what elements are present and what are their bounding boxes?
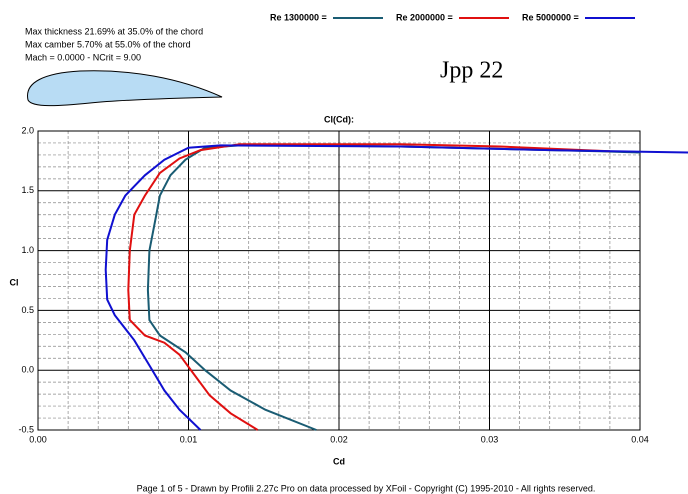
plot-border bbox=[37, 130, 641, 431]
y-tick-label: 2.0 bbox=[21, 125, 34, 135]
series-line bbox=[146, 144, 641, 431]
legend-label: Re 2000000 = bbox=[396, 12, 453, 22]
legend-label: Re 5000000 = bbox=[522, 12, 579, 22]
y-tick-label: 0.5 bbox=[21, 305, 34, 315]
chart-title: Jpp 22 bbox=[440, 58, 503, 84]
legend-label: Re 1300000 = bbox=[270, 12, 327, 22]
x-axis-label: Cd bbox=[333, 456, 345, 466]
series-line bbox=[127, 143, 610, 431]
y-tick-label: -0.5 bbox=[18, 424, 34, 434]
footer: Page 1 of 5 - Drawn by Profili 2.27c Pro… bbox=[137, 483, 596, 493]
y-tick-label: 1.5 bbox=[21, 185, 34, 195]
y-axis-label: Cl bbox=[10, 277, 19, 287]
y-tick-label: 1.0 bbox=[21, 245, 34, 255]
x-tick-label: 0.01 bbox=[180, 434, 198, 444]
x-tick-label: 0.00 bbox=[29, 434, 47, 444]
x-tick-label: 0.02 bbox=[330, 434, 348, 444]
series-line bbox=[104, 144, 688, 431]
airfoil-info: Mach = 0.0000 - NCrit = 9.00 bbox=[25, 52, 141, 62]
y-tick-label: 0.0 bbox=[21, 365, 34, 375]
airfoil-info: Max camber 5.70% at 55.0% of the chord bbox=[25, 39, 191, 49]
x-tick-label: 0.04 bbox=[631, 434, 649, 444]
plot-title: Cl(Cd): bbox=[324, 114, 354, 124]
x-tick-label: 0.03 bbox=[481, 434, 499, 444]
airfoil-info: Max thickness 21.69% at 35.0% of the cho… bbox=[25, 26, 203, 36]
airfoil-shape bbox=[27, 70, 223, 107]
